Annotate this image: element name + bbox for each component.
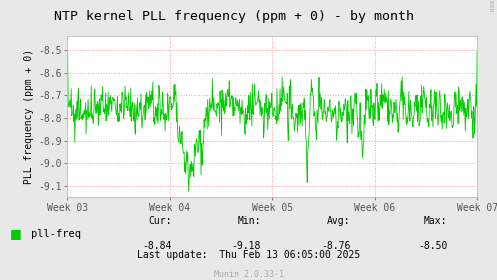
Text: -8.76: -8.76 [321, 241, 350, 251]
Text: RRDTOOL / TOBI OETIKER: RRDTOOL / TOBI OETIKER [489, 0, 494, 11]
Text: Last update:  Thu Feb 13 06:05:00 2025: Last update: Thu Feb 13 06:05:00 2025 [137, 249, 360, 260]
Text: -8.84: -8.84 [142, 241, 171, 251]
Text: Cur:: Cur: [148, 216, 171, 226]
Text: -8.50: -8.50 [418, 241, 447, 251]
Text: Avg:: Avg: [327, 216, 350, 226]
Text: NTP kernel PLL frequency (ppm + 0) - by month: NTP kernel PLL frequency (ppm + 0) - by … [54, 10, 414, 23]
Text: -9.18: -9.18 [232, 241, 261, 251]
Text: Max:: Max: [424, 216, 447, 226]
Text: Munin 2.0.33-1: Munin 2.0.33-1 [214, 270, 283, 279]
Text: pll-freq: pll-freq [31, 229, 81, 239]
Text: ■: ■ [10, 227, 22, 240]
Text: Min:: Min: [238, 216, 261, 226]
Y-axis label: PLL frequency (ppm + 0): PLL frequency (ppm + 0) [24, 49, 34, 185]
